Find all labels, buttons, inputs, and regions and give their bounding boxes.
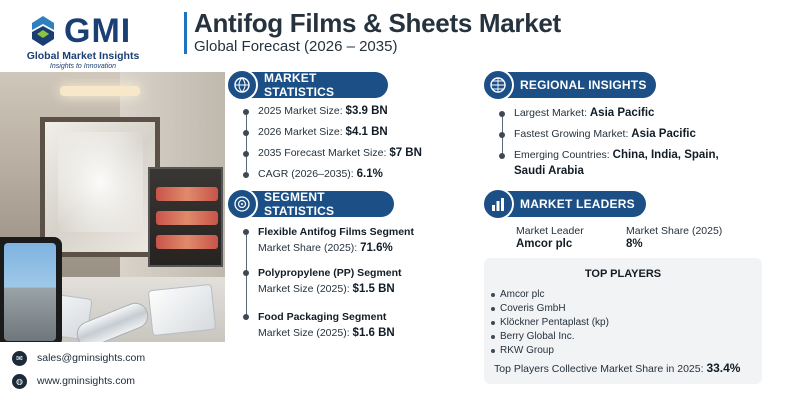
logo-tagline: Insights to Innovation	[49, 63, 117, 70]
regional-insights-title: REGIONAL INSIGHTS	[520, 78, 647, 92]
top-players-total: Top Players Collective Market Share in 2…	[494, 361, 741, 375]
photo-film-sheet	[147, 283, 217, 337]
photo-refrigerated-display	[148, 167, 223, 267]
logo-wordmark: GMI	[64, 12, 132, 50]
segment-flexible-title: Flexible Antifog Films Segment	[258, 226, 414, 238]
bullet-dot	[243, 151, 249, 157]
segment-pp-title: Polypropylene (PP) Segment	[258, 267, 402, 279]
photo-fridge-row	[156, 235, 218, 249]
page-title: Antifog Films & Sheets Market	[194, 8, 561, 38]
leader-label: Market Leader	[516, 225, 584, 237]
contact-email-row[interactable]: ✉ sales@gminsights.com	[12, 350, 145, 366]
contact-website-row[interactable]: ◍ www.gminsights.com	[12, 373, 135, 389]
bar-chart-icon	[482, 188, 514, 220]
globe-dollar-icon	[226, 69, 258, 101]
player-item: Coveris GmbH	[491, 303, 566, 314]
logo-full-name: Global Market Insights	[26, 50, 140, 62]
photo-phone	[0, 237, 62, 342]
top-players-title: TOP PLAYERS	[584, 268, 662, 280]
top-players-box: TOP PLAYERS Amcor plc Coveris GmbH Klöck…	[484, 258, 762, 384]
bullet-dot	[243, 229, 249, 235]
contact-block: ✉ sales@gminsights.com ◍ www.gminsights.…	[0, 342, 225, 400]
leader-share-label: Market Share (2025)	[626, 225, 723, 237]
player-item: Amcor plc	[490, 289, 545, 300]
stat-cagr: CAGR (2026–2035): 6.1%	[258, 168, 383, 180]
leader-value: Amcor plc	[516, 238, 573, 250]
market-statistics-header: MARKET STATISTICS	[226, 69, 388, 101]
regional-insights-header: REGIONAL INSIGHTS	[482, 69, 656, 101]
hero-photo	[0, 72, 225, 342]
stat-2035-forecast-size: 2035 Forecast Market Size: $7 BN	[258, 147, 422, 159]
photo-fridge-row	[156, 187, 218, 201]
bullet-dot	[499, 132, 505, 138]
segment-flexible-value: Market Share (2025): 71.6%	[258, 242, 393, 254]
bullet-dot	[243, 172, 249, 178]
globe-icon	[482, 69, 514, 101]
region-largest-market: Largest Market: Asia Pacific	[514, 107, 655, 119]
photo-lamp	[60, 86, 140, 96]
bullet-dot	[243, 270, 249, 276]
bullet-dot	[243, 130, 249, 136]
bullet-dot	[243, 314, 249, 320]
segment-food-value: Market Size (2025): $1.6 BN	[258, 327, 395, 339]
region-emerging-countries: Emerging Countries: China, India, Spain,	[514, 149, 719, 161]
contact-website[interactable]: www.gminsights.com	[37, 375, 136, 387]
market-leaders-header: MARKET LEADERS	[482, 188, 646, 220]
segment-food-title: Food Packaging Segment	[258, 311, 387, 323]
region-emerging-countries-cont: Saudi Arabia	[514, 165, 584, 177]
region-fastest-growing: Fastest Growing Market: Asia Pacific	[514, 128, 696, 140]
leader-share-value: 8%	[626, 238, 643, 250]
title-accent-bar	[184, 12, 187, 54]
segment-statistics-header: SEGMENT STATISTICS	[226, 188, 394, 220]
gmi-logo-icon	[32, 16, 54, 46]
target-chart-icon	[226, 188, 258, 220]
market-leaders-title: MARKET LEADERS	[520, 197, 635, 211]
mail-icon: ✉	[12, 350, 27, 366]
stat-2025-market-size: 2025 Market Size: $3.9 BN	[258, 105, 388, 117]
photo-phone-screen	[4, 243, 56, 341]
page-subtitle: Global Forecast (2026 – 2035)	[194, 38, 398, 55]
photo-fridge-row	[156, 211, 218, 225]
segment-statistics-title: SEGMENT STATISTICS	[264, 190, 335, 218]
globe-icon: ◍	[12, 373, 27, 389]
photo-mirror-glow	[58, 132, 143, 232]
contact-email[interactable]: sales@gminsights.com	[37, 352, 146, 364]
market-statistics-line	[246, 110, 247, 172]
gmi-logo: GMI Global Market Insights Insights to I…	[8, 10, 173, 72]
player-item: Klöckner Pentaplast (kp)	[491, 317, 609, 328]
segment-pp-value: Market Size (2025): $1.5 BN	[258, 283, 395, 295]
player-item: RKW Group	[491, 345, 554, 356]
bullet-dot	[499, 111, 505, 117]
bullet-dot	[243, 109, 249, 115]
stat-2026-market-size: 2026 Market Size: $4.1 BN	[258, 126, 388, 138]
player-item: Berry Global Inc.	[490, 331, 575, 342]
market-statistics-title: MARKET STATISTICS	[264, 71, 335, 99]
bullet-dot	[499, 153, 505, 159]
